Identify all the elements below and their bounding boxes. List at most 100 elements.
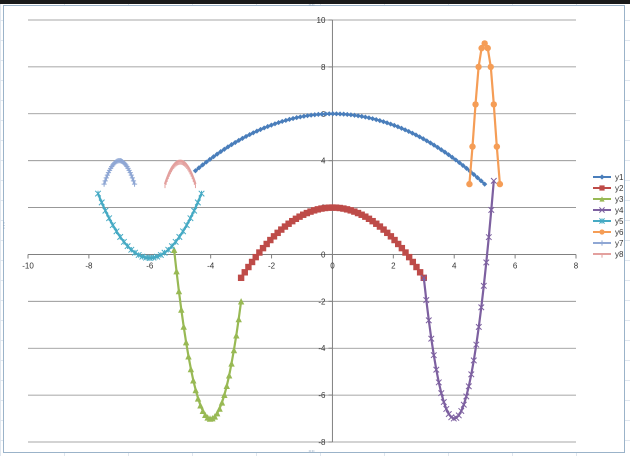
data-point <box>278 226 285 233</box>
data-point <box>343 206 351 213</box>
data-point <box>127 170 133 176</box>
data-point <box>355 113 361 119</box>
data-point <box>290 115 296 122</box>
data-point <box>369 116 376 122</box>
data-point <box>105 170 112 176</box>
data-point <box>161 249 168 256</box>
legend-label: y6 <box>615 228 624 237</box>
data-point <box>303 209 311 217</box>
data-point <box>427 140 434 146</box>
data-point <box>104 172 110 178</box>
data-point <box>196 165 202 171</box>
legend-label: y4 <box>615 206 624 215</box>
x-tick-label: -2 <box>268 261 276 270</box>
data-point <box>180 323 187 330</box>
data-point <box>380 226 387 233</box>
data-point <box>179 228 187 235</box>
data-point <box>245 263 252 271</box>
data-point <box>599 196 605 202</box>
data-point <box>268 122 274 128</box>
data-point <box>329 204 336 211</box>
data-point <box>480 282 487 289</box>
data-point <box>294 115 300 121</box>
x-tick-label: -8 <box>85 261 93 270</box>
data-point <box>318 205 325 212</box>
data-point <box>296 213 303 220</box>
legend-entry-y6: y6 <box>593 228 624 237</box>
data-point <box>250 130 256 136</box>
data-point <box>354 209 362 217</box>
data-point <box>351 208 358 215</box>
data-point <box>365 215 373 222</box>
chart-resize-handle-top[interactable]: ···· <box>308 1 315 10</box>
data-point <box>460 401 467 408</box>
data-point <box>172 238 179 246</box>
x-tick-label: 4 <box>452 261 457 270</box>
data-point <box>423 296 430 304</box>
data-point <box>405 253 413 261</box>
x-tick-label: 6 <box>513 261 518 270</box>
data-point <box>247 131 253 138</box>
data-point <box>190 207 198 214</box>
data-point <box>453 157 459 163</box>
data-point <box>478 44 485 52</box>
data-point <box>283 117 289 123</box>
chart-resize-handle-left[interactable]: ⋮ <box>0 221 8 230</box>
legend-label: y1 <box>615 173 624 182</box>
chart-resize-handle-bottom[interactable]: ···· <box>308 447 315 456</box>
data-point <box>391 236 398 244</box>
data-point <box>406 128 412 135</box>
data-point <box>409 130 415 136</box>
data-point <box>310 207 318 214</box>
data-point <box>438 389 445 397</box>
data-point <box>259 244 267 252</box>
data-point <box>252 253 259 261</box>
data-point <box>362 114 368 120</box>
data-point <box>485 233 492 241</box>
x-tick-label: 0 <box>330 261 335 270</box>
data-point <box>341 111 347 117</box>
data-point <box>321 204 329 212</box>
data-point <box>175 287 183 295</box>
legend-entry-y7: y7 <box>593 239 624 248</box>
x-tick-label: -4 <box>207 261 215 270</box>
data-point <box>272 121 278 127</box>
data-point <box>484 44 491 52</box>
data-point <box>496 180 504 188</box>
data-point <box>270 233 278 240</box>
data-point <box>463 393 470 400</box>
x-tick-label: 2 <box>391 261 396 270</box>
data-point <box>330 111 336 117</box>
data-point <box>599 207 605 213</box>
data-point <box>460 162 466 169</box>
data-point <box>428 335 435 342</box>
data-point <box>129 175 135 181</box>
data-point <box>308 112 314 118</box>
data-point <box>128 172 134 178</box>
series-y8 <box>163 159 197 189</box>
data-point <box>483 259 490 266</box>
data-point <box>351 112 358 118</box>
data-point <box>430 351 437 359</box>
data-point <box>210 154 217 160</box>
data-point <box>481 40 488 47</box>
data-point <box>170 246 178 253</box>
data-point <box>336 204 343 212</box>
data-point <box>131 181 138 187</box>
data-point <box>373 220 380 227</box>
y-tick-label: 4 <box>321 157 326 166</box>
data-point <box>236 137 242 143</box>
y-tick-label: -2 <box>318 297 326 306</box>
data-point <box>228 142 235 148</box>
y-tick-label: 0 <box>321 250 326 259</box>
data-point <box>493 143 501 150</box>
data-point <box>154 253 161 260</box>
data-point <box>102 178 108 184</box>
series-y2 <box>237 204 427 282</box>
data-point <box>478 178 484 184</box>
legend-entry-y1: y1 <box>593 173 624 182</box>
data-point <box>307 208 314 215</box>
data-point <box>420 274 427 282</box>
data-point <box>362 213 369 220</box>
